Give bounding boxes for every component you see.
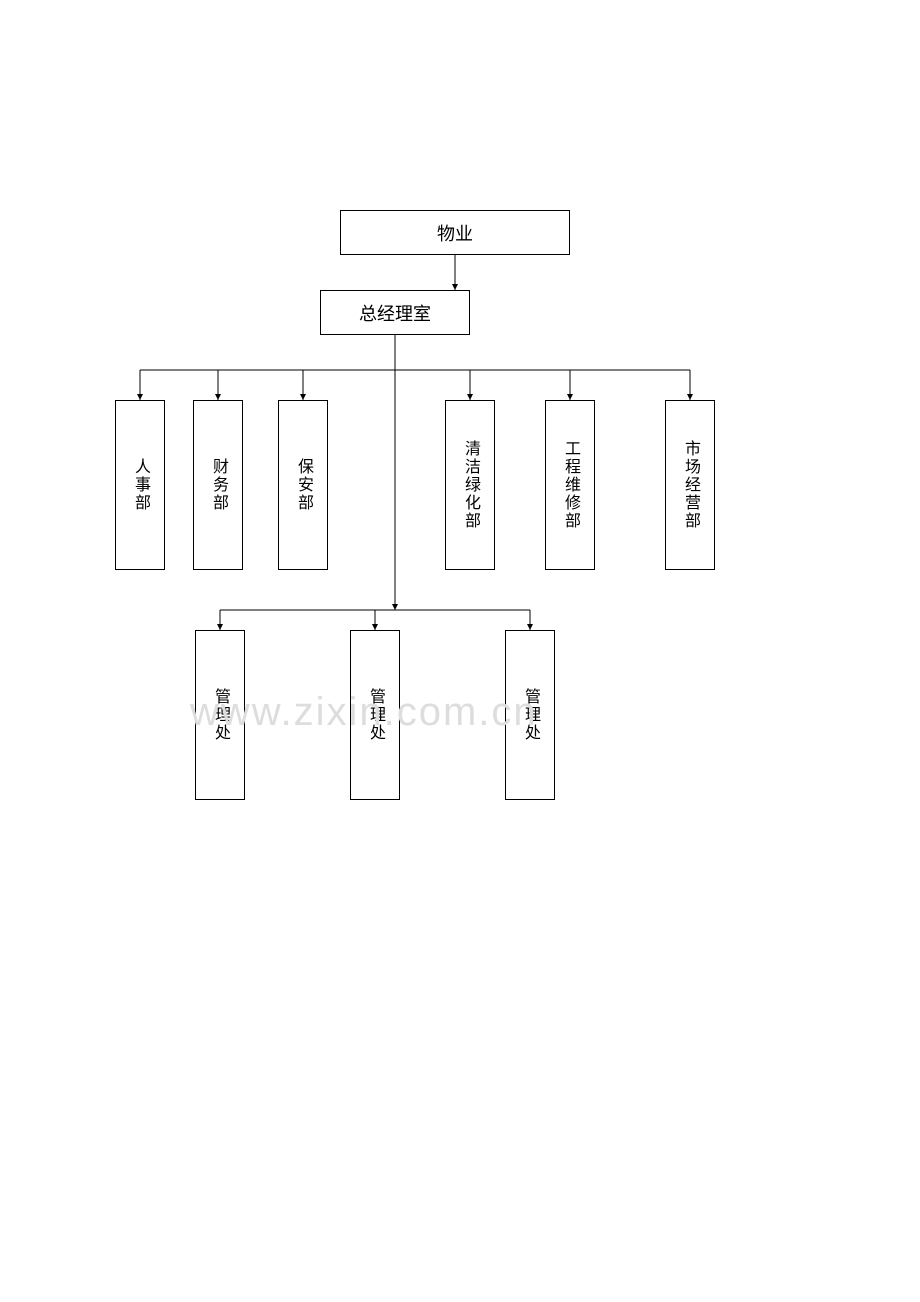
node-d5-label: 工程维修部 [558,440,582,530]
node-d3: 保安部 [278,400,328,570]
node-m3: 管理处 [505,630,555,800]
node-d2: 财务部 [193,400,243,570]
node-d1-label: 人事部 [128,458,152,512]
connectors-layer [0,0,920,1302]
node-m3-label: 管理处 [518,688,542,742]
node-gm-label: 总经理室 [359,300,431,326]
node-m2-label: 管理处 [363,688,387,742]
node-d2-label: 财务部 [206,458,230,512]
node-root-label: 物业 [437,220,473,246]
node-d4: 清洁绿化部 [445,400,495,570]
node-root: 物业 [340,210,570,255]
node-d6: 市场经营部 [665,400,715,570]
node-d3-label: 保安部 [291,458,315,512]
node-d6-label: 市场经营部 [678,440,702,530]
node-m2: 管理处 [350,630,400,800]
node-gm: 总经理室 [320,290,470,335]
node-d1: 人事部 [115,400,165,570]
node-d4-label: 清洁绿化部 [458,440,482,530]
node-m1-label: 管理处 [208,688,232,742]
org-chart-page: 物业 总经理室 人事部 财务部 保安部 清洁绿化部 工程维修部 市场经营部 管理… [0,0,920,1302]
node-d5: 工程维修部 [545,400,595,570]
node-m1: 管理处 [195,630,245,800]
